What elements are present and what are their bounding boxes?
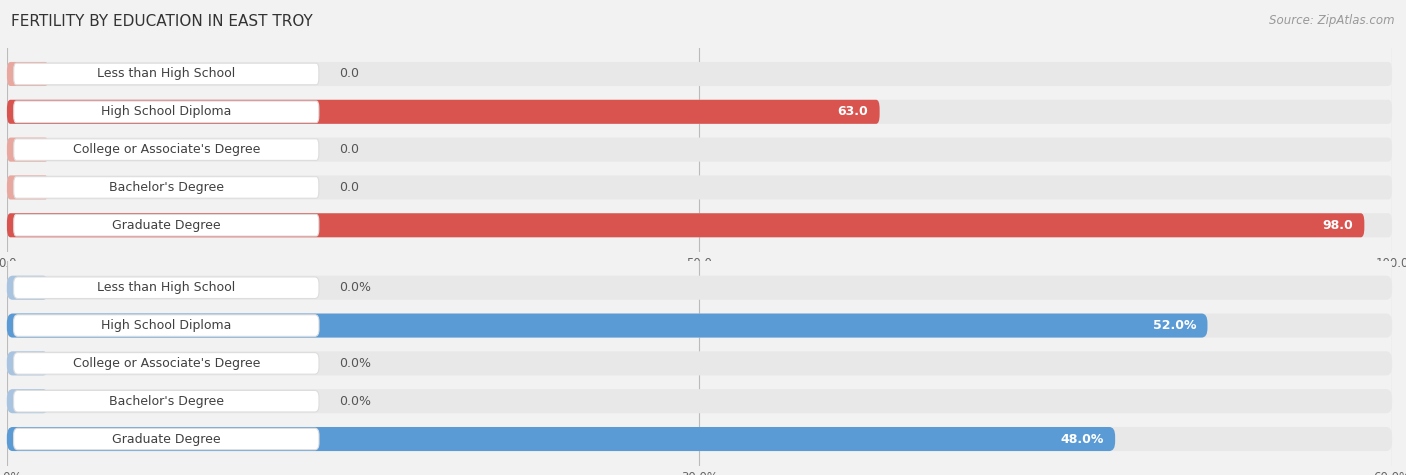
FancyBboxPatch shape (7, 352, 49, 375)
FancyBboxPatch shape (7, 213, 1392, 238)
FancyBboxPatch shape (7, 62, 1392, 86)
Text: 0.0: 0.0 (339, 181, 360, 194)
Text: 52.0%: 52.0% (1153, 319, 1197, 332)
FancyBboxPatch shape (14, 315, 319, 336)
Text: 0.0: 0.0 (339, 143, 360, 156)
FancyBboxPatch shape (14, 390, 319, 412)
FancyBboxPatch shape (7, 314, 1392, 338)
FancyBboxPatch shape (14, 215, 319, 236)
FancyBboxPatch shape (7, 276, 1392, 300)
FancyBboxPatch shape (7, 62, 49, 86)
FancyBboxPatch shape (7, 100, 1392, 124)
Text: Graduate Degree: Graduate Degree (112, 433, 221, 446)
FancyBboxPatch shape (14, 177, 319, 198)
FancyBboxPatch shape (14, 277, 319, 298)
FancyBboxPatch shape (7, 100, 880, 124)
Text: 0.0%: 0.0% (339, 395, 371, 408)
FancyBboxPatch shape (14, 352, 319, 374)
Text: High School Diploma: High School Diploma (101, 319, 232, 332)
Text: Bachelor's Degree: Bachelor's Degree (108, 181, 224, 194)
FancyBboxPatch shape (7, 138, 49, 162)
FancyBboxPatch shape (7, 389, 49, 413)
FancyBboxPatch shape (7, 427, 1115, 451)
FancyBboxPatch shape (7, 427, 1392, 451)
FancyBboxPatch shape (7, 213, 1364, 238)
Text: College or Associate's Degree: College or Associate's Degree (73, 143, 260, 156)
Text: 0.0%: 0.0% (339, 357, 371, 370)
Text: Graduate Degree: Graduate Degree (112, 219, 221, 232)
Text: 63.0: 63.0 (838, 105, 869, 118)
Text: FERTILITY BY EDUCATION IN EAST TROY: FERTILITY BY EDUCATION IN EAST TROY (11, 14, 314, 29)
Text: 0.0: 0.0 (339, 67, 360, 80)
FancyBboxPatch shape (14, 428, 319, 450)
FancyBboxPatch shape (7, 276, 49, 300)
FancyBboxPatch shape (7, 352, 1392, 375)
FancyBboxPatch shape (7, 314, 1208, 338)
Text: Less than High School: Less than High School (97, 281, 235, 294)
Text: 48.0%: 48.0% (1060, 433, 1104, 446)
Text: Source: ZipAtlas.com: Source: ZipAtlas.com (1270, 14, 1395, 27)
Text: High School Diploma: High School Diploma (101, 105, 232, 118)
FancyBboxPatch shape (14, 101, 319, 123)
FancyBboxPatch shape (14, 63, 319, 85)
Text: Less than High School: Less than High School (97, 67, 235, 80)
Text: Bachelor's Degree: Bachelor's Degree (108, 395, 224, 408)
FancyBboxPatch shape (7, 175, 1392, 200)
Text: 98.0: 98.0 (1323, 219, 1353, 232)
FancyBboxPatch shape (14, 139, 319, 161)
Text: 0.0%: 0.0% (339, 281, 371, 294)
FancyBboxPatch shape (7, 175, 49, 200)
Text: College or Associate's Degree: College or Associate's Degree (73, 357, 260, 370)
FancyBboxPatch shape (7, 138, 1392, 162)
FancyBboxPatch shape (7, 389, 1392, 413)
